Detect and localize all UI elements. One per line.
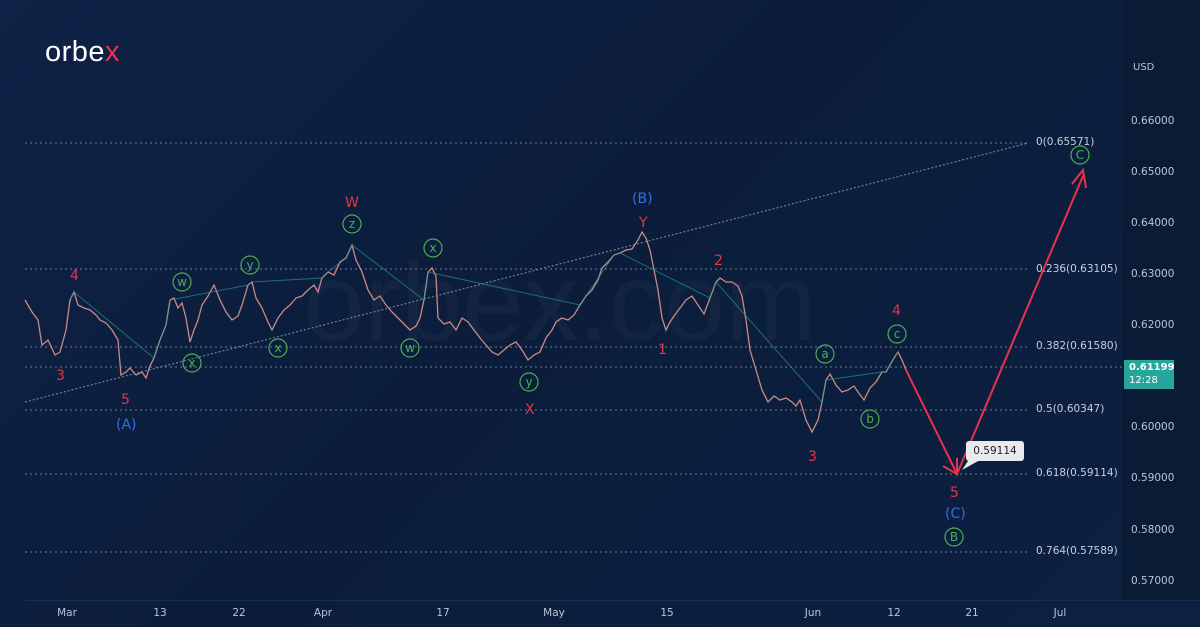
wave-labels-green [172,145,1090,547]
svg-text:a: a [821,347,828,361]
price-axis-currency: USD [1133,62,1155,73]
svg-text:4: 4 [70,268,79,284]
price-tick: 0.66000 [1131,115,1175,127]
svg-text:x: x [274,341,281,355]
svg-text:z: z [349,217,355,231]
time-tick: 13 [153,607,167,619]
price-tick: 0.58000 [1131,524,1175,536]
price-tick: 0.63000 [1131,268,1175,280]
svg-text:x: x [429,241,436,255]
fib-label-0618: 0.618(0.59114) [1036,467,1118,479]
fib-label-0382: 0.382(0.61580) [1036,340,1118,352]
price-axis-panel [1122,0,1200,600]
watermark: orbex.com [303,241,817,364]
price-tick: 0.65000 [1131,166,1175,178]
svg-text:y: y [246,258,253,272]
price-tick: 0.62000 [1131,319,1175,331]
svg-text:2: 2 [714,253,723,269]
time-axis-separator [25,600,1200,601]
time-tick: 15 [660,607,674,619]
svg-text:c: c [894,327,901,341]
svg-text:C: C [1076,148,1084,162]
last-price-value: 0.61199 [1129,362,1175,373]
orbex-logo: orbex [45,36,121,68]
fib-label-0: 0(0.65571) [1036,136,1095,148]
time-tick: 21 [965,607,979,619]
svg-text:3: 3 [56,368,65,384]
svg-text:w: w [405,341,415,355]
time-tick: May [543,607,565,619]
svg-text:x: x [188,356,195,370]
price-tick: 0.57000 [1131,575,1175,587]
time-tick: Jun [804,607,822,619]
fib-label-0236: 0.236(0.63105) [1036,263,1118,275]
svg-text:Y: Y [638,215,648,231]
price-tick: 0.59000 [1131,472,1175,484]
svg-text:b: b [866,412,874,426]
wave-labels-red: 3 4 5 W X Y 1 2 3 4 5 [56,195,959,501]
svg-text:(A): (A) [116,417,137,433]
time-tick: Apr [313,607,333,619]
svg-text:W: W [345,195,359,211]
svg-text:5: 5 [121,392,130,408]
svg-text:1: 1 [658,342,667,358]
fib-label-0764: 0.764(0.57589) [1036,545,1118,557]
time-tick: 12 [887,607,901,619]
svg-text:4: 4 [892,303,901,319]
svg-text:3: 3 [808,449,817,465]
fib-label-05: 0.5(0.60347) [1036,403,1105,415]
svg-text:(B): (B) [632,191,653,207]
svg-text:5: 5 [950,485,959,501]
svg-text:y: y [525,375,532,389]
last-price-badge: 0.61199 12:28 [1124,360,1175,389]
wave-labels-blue: (A) (B) (C) [116,191,966,522]
svg-text:w: w [177,275,187,289]
target-price-callout: 0.59114 [966,441,1024,461]
svg-text:B: B [950,530,958,544]
time-tick: Jul [1053,607,1067,619]
trend-line [24,142,1029,403]
time-tick: 22 [232,607,246,619]
time-tick: 17 [436,607,450,619]
price-tick: 0.64000 [1131,217,1175,229]
price-tick: 0.60000 [1131,421,1175,433]
forecast-path [905,167,1087,477]
time-tick: Mar [57,607,77,619]
bar-countdown: 12:28 [1129,375,1158,386]
svg-text:X: X [525,402,535,418]
svg-text:(C): (C) [945,506,966,522]
